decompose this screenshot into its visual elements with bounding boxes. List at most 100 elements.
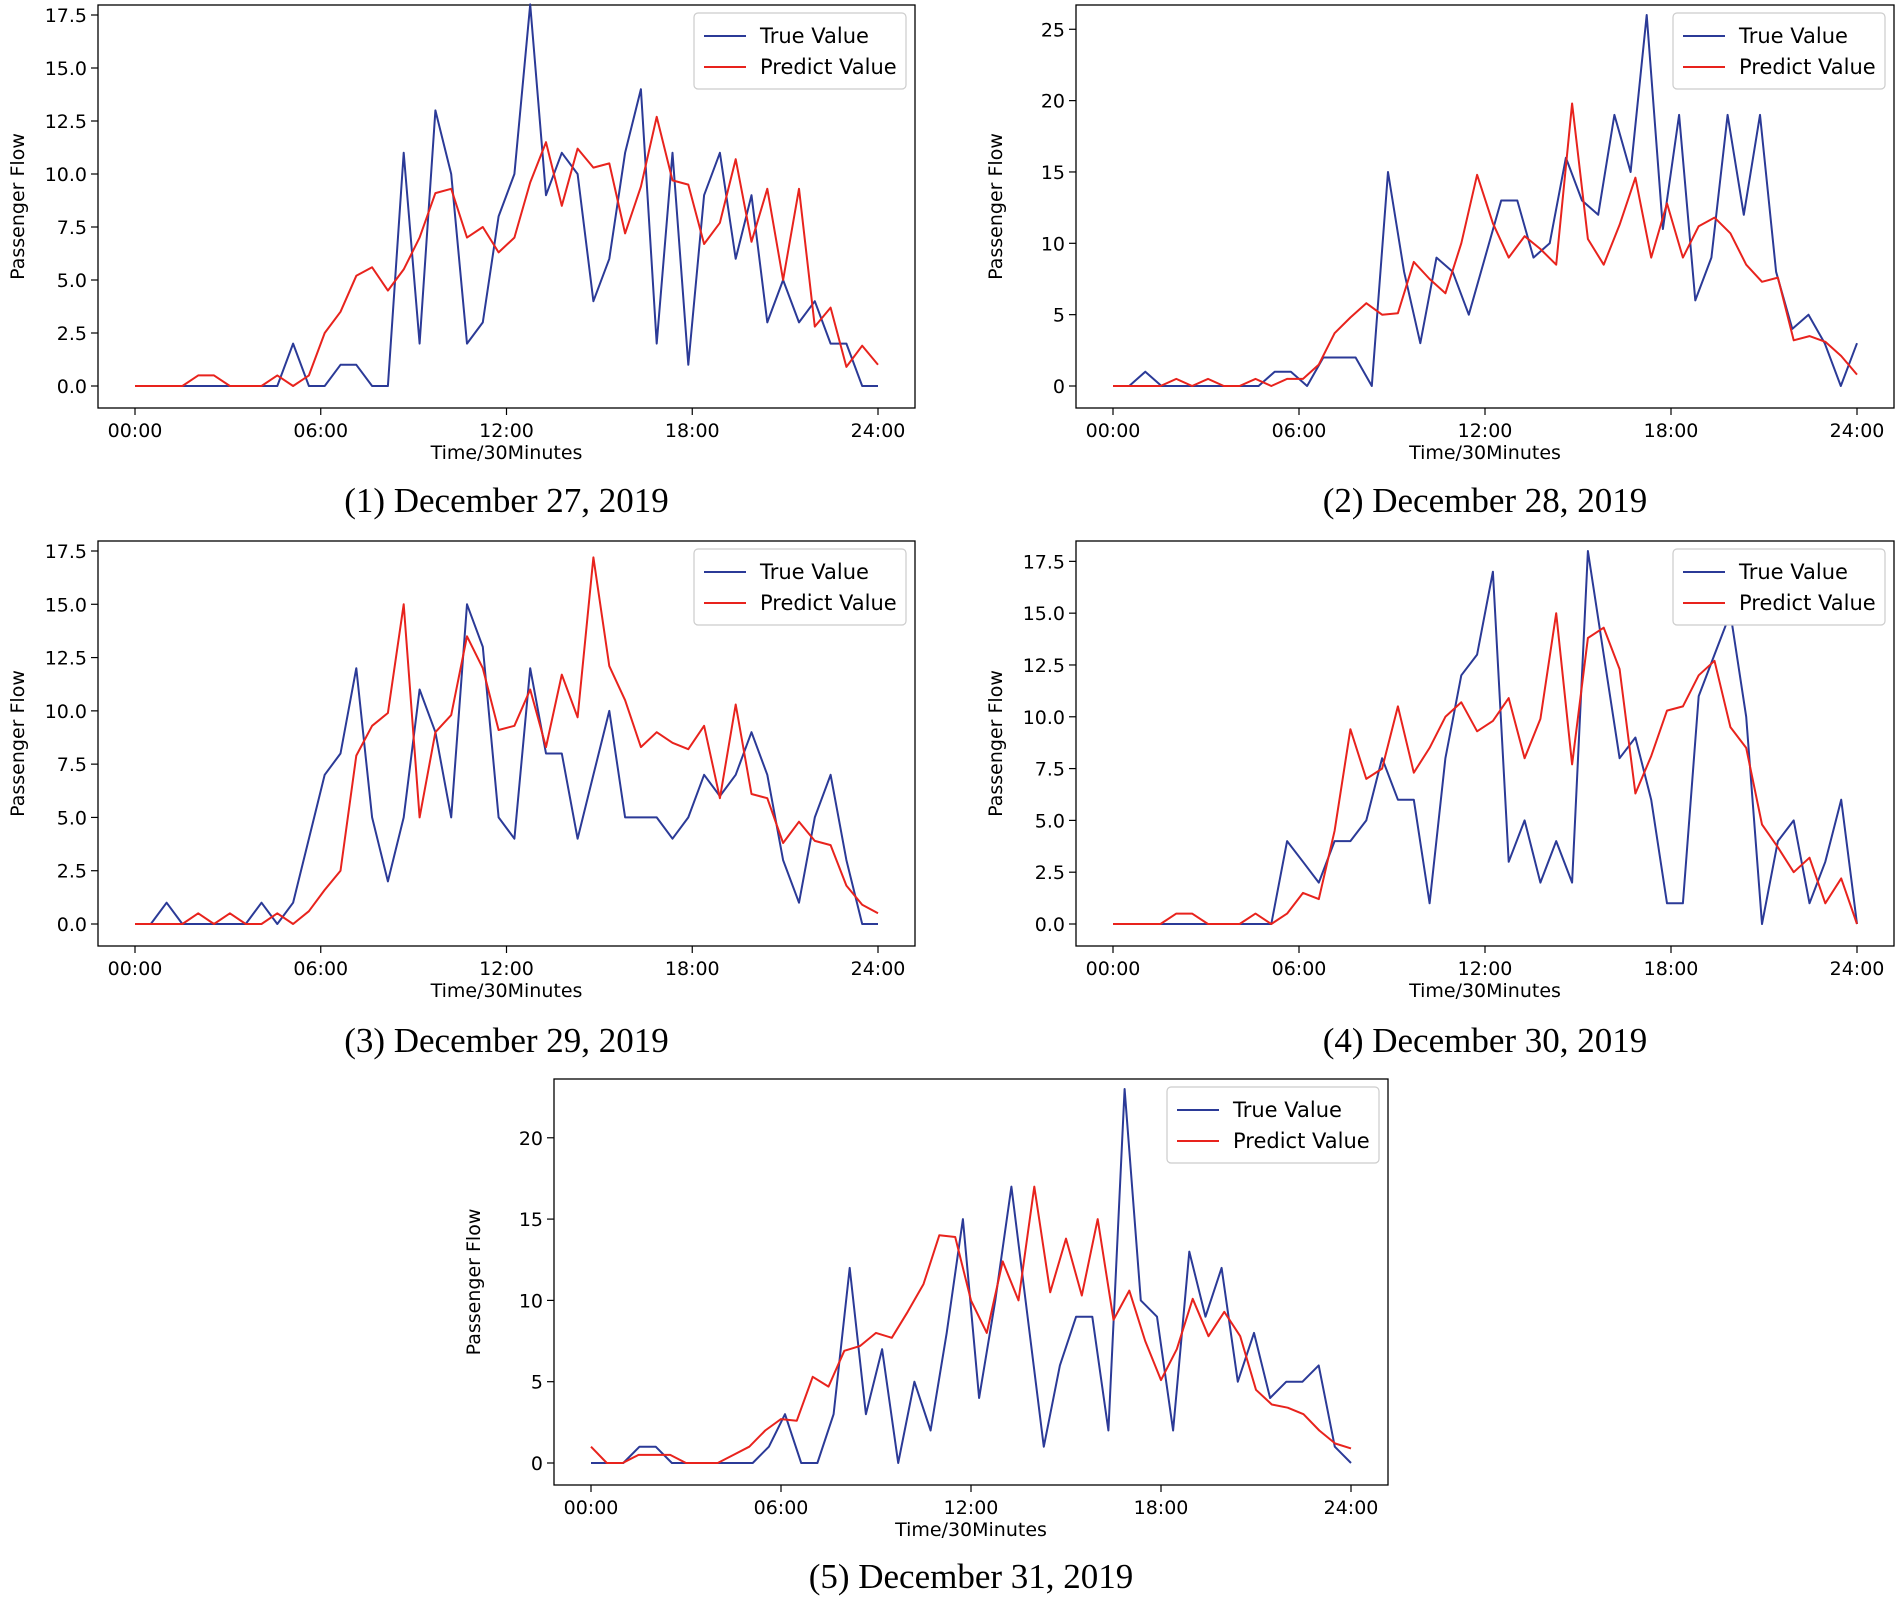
x-tick-label: 18:00: [1644, 958, 1699, 980]
legend-box: [693, 548, 907, 626]
y-tick-label: 2.5: [57, 323, 87, 345]
legend-label: Predict Value: [760, 591, 897, 615]
legend: True Value Predict Value: [693, 12, 907, 90]
x-axis-label: Time/30Minutes: [894, 1519, 1047, 1541]
y-tick-label: 0: [531, 1453, 543, 1475]
legend-label: True Value: [759, 560, 869, 584]
y-axis-label: Passenger Flow: [985, 133, 1007, 280]
legend-box: [1672, 12, 1886, 90]
y-tick-label: 5: [1053, 305, 1065, 327]
y-tick-label: 17.5: [45, 5, 87, 27]
x-tick-label: 12:00: [1458, 420, 1513, 442]
legend-box: [1672, 548, 1886, 626]
chart-panel-4: 0.0 2.5 5.0 7.5 10.0 12.5 15.0 17.5 00:00 06:00 12…: [985, 540, 1895, 1060]
x-tick-label: 18:00: [665, 958, 720, 980]
y-axis-label: Passenger Flow: [7, 670, 29, 817]
series-line-predict-value: [135, 115, 879, 387]
x-axis-label: Time/30Minutes: [1408, 442, 1561, 464]
panel-caption: (3) December 29, 2019: [344, 1021, 669, 1060]
y-tick-label: 5: [531, 1372, 543, 1394]
y-tick-label: 0: [1053, 376, 1065, 398]
x-tick-label: 00:00: [564, 1497, 619, 1519]
y-tick-label: 10: [519, 1290, 543, 1312]
y-tick-label: 7.5: [57, 217, 87, 239]
x-tick-label: 00:00: [108, 420, 163, 442]
legend-box: [693, 12, 907, 90]
x-axis-label: Time/30Minutes: [1408, 980, 1561, 1002]
legend-label: True Value: [759, 24, 869, 48]
x-tick-label: 00:00: [1086, 420, 1141, 442]
x-tick-label: 00:00: [108, 958, 163, 980]
legend-label: Predict Value: [1233, 1129, 1370, 1153]
x-axis-label: Time/30Minutes: [430, 980, 583, 1002]
legend: True Value Predict Value: [1672, 12, 1886, 90]
x-tick-label: 06:00: [293, 958, 348, 980]
panel-caption: (2) December 28, 2019: [1323, 481, 1648, 520]
x-tick-label: 18:00: [1644, 420, 1699, 442]
chart-panel-1: 0.0 2.5 5.0 7.5 10.0 12.5 15.0 17.5 00:00 06:00 12…: [7, 3, 916, 520]
x-tick-label: 12:00: [1458, 958, 1513, 980]
legend-box: [1166, 1086, 1380, 1164]
y-axis-label: Passenger Flow: [7, 133, 29, 280]
legend-label: Predict Value: [1739, 55, 1876, 79]
panel-caption: (4) December 30, 2019: [1323, 1021, 1648, 1060]
y-tick-label: 12.5: [1023, 655, 1065, 677]
y-tick-label: 15.0: [45, 594, 87, 616]
x-tick-label: 12:00: [479, 420, 534, 442]
y-tick-label: 15.0: [45, 58, 87, 80]
y-axis-label: Passenger Flow: [985, 670, 1007, 817]
y-tick-label: 10.0: [45, 701, 87, 723]
x-tick-label: 06:00: [293, 420, 348, 442]
legend: True Value Predict Value: [1672, 548, 1886, 626]
y-tick-label: 7.5: [1035, 759, 1065, 781]
y-tick-label: 0.0: [57, 376, 87, 398]
x-tick-label: 24:00: [851, 420, 906, 442]
legend-label: True Value: [1738, 560, 1848, 584]
legend-label: True Value: [1232, 1098, 1342, 1122]
y-tick-label: 5.0: [1035, 810, 1065, 832]
y-tick-label: 15.0: [1023, 603, 1065, 625]
series-line-true-value: [135, 603, 878, 925]
x-tick-label: 24:00: [851, 958, 906, 980]
legend-label: Predict Value: [760, 55, 897, 79]
y-tick-label: 20: [1041, 91, 1065, 113]
y-axis-label: Passenger Flow: [463, 1209, 485, 1356]
y-tick-label: 20: [519, 1128, 543, 1150]
chart-panel-3: 0.0 2.5 5.0 7.5 10.0 12.5 15.0 17.5 00:00 06:00 12…: [7, 540, 916, 1060]
series-line-predict-value: [135, 556, 879, 925]
y-tick-label: 2.5: [1035, 862, 1065, 884]
y-tick-label: 0.0: [57, 914, 87, 936]
chart-panel-2: 0 5 10 15 20 25 00:00 06:00 12:00 18:00 24:00 Time/…: [985, 4, 1895, 520]
panel-caption: (5) December 31, 2019: [809, 1557, 1134, 1596]
y-tick-label: 7.5: [57, 754, 87, 776]
legend-label: True Value: [1738, 24, 1848, 48]
y-tick-label: 5.0: [57, 807, 87, 829]
y-tick-label: 0.0: [1035, 914, 1065, 936]
x-tick-label: 18:00: [665, 420, 720, 442]
y-tick-label: 10.0: [45, 164, 87, 186]
chart-panel-5: 0 5 10 15 20 00:00 06:00 12:00 18:00 24:00 Time/30…: [463, 1078, 1389, 1596]
legend-label: Predict Value: [1739, 591, 1876, 615]
y-tick-label: 17.5: [45, 541, 87, 563]
x-tick-label: 24:00: [1830, 420, 1885, 442]
x-axis-label: Time/30Minutes: [430, 442, 583, 464]
y-tick-label: 25: [1041, 19, 1065, 41]
series-line-predict-value: [1113, 102, 1858, 387]
panel-caption: (1) December 27, 2019: [344, 481, 669, 520]
y-tick-label: 2.5: [57, 861, 87, 883]
legend: True Value Predict Value: [693, 548, 907, 626]
x-tick-label: 00:00: [1086, 958, 1141, 980]
x-tick-label: 12:00: [944, 1497, 999, 1519]
y-tick-label: 15: [1041, 162, 1065, 184]
x-tick-label: 24:00: [1324, 1497, 1379, 1519]
series-line-predict-value: [590, 1185, 1352, 1464]
y-tick-label: 10: [1041, 233, 1065, 255]
x-tick-label: 06:00: [754, 1497, 809, 1519]
y-tick-label: 17.5: [1023, 551, 1065, 573]
y-tick-label: 12.5: [45, 648, 87, 670]
y-tick-label: 10.0: [1023, 707, 1065, 729]
y-tick-label: 12.5: [45, 111, 87, 133]
x-tick-label: 06:00: [1272, 420, 1327, 442]
series-line-predict-value: [1113, 612, 1858, 925]
